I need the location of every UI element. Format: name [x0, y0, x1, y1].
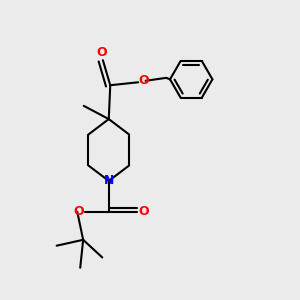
- Text: O: O: [138, 205, 148, 218]
- Text: O: O: [138, 74, 149, 87]
- Text: N: N: [103, 174, 114, 188]
- Text: O: O: [74, 205, 84, 218]
- Text: O: O: [96, 46, 107, 59]
